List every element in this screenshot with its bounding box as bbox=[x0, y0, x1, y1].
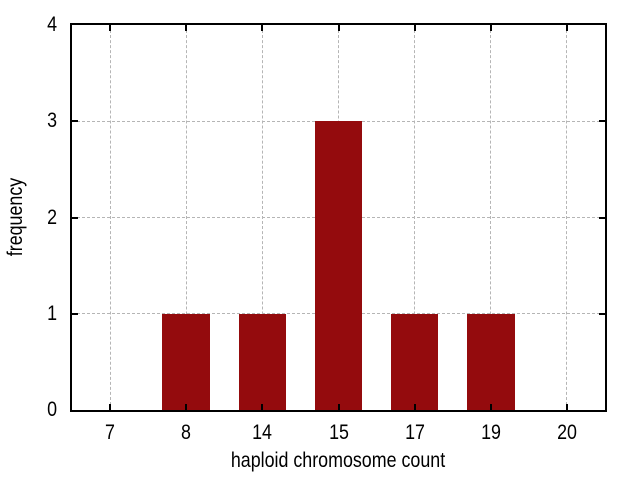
x-tick-label: 19 bbox=[480, 421, 501, 444]
y-tick-mark bbox=[599, 312, 605, 315]
x-tick-mark bbox=[261, 404, 264, 410]
y-tick-mark bbox=[72, 120, 78, 123]
bar bbox=[162, 313, 210, 410]
bar bbox=[314, 121, 363, 410]
y-tick-label: 1 bbox=[47, 301, 57, 325]
bar bbox=[238, 313, 287, 410]
bars-layer bbox=[72, 25, 605, 410]
x-tick-mark bbox=[413, 404, 416, 410]
x-tick-mark bbox=[337, 25, 340, 31]
x-tick-mark bbox=[337, 404, 340, 410]
y-tick-mark bbox=[599, 120, 605, 123]
x-tick-mark bbox=[185, 404, 188, 410]
x-tick-label: 8 bbox=[181, 421, 192, 444]
x-tick-mark bbox=[261, 25, 264, 31]
y-tick-mark bbox=[72, 216, 78, 219]
x-tick-label: 17 bbox=[404, 421, 425, 444]
x-tick-mark bbox=[185, 25, 188, 31]
x-tick-mark bbox=[565, 25, 568, 31]
x-tick-mark bbox=[109, 404, 112, 410]
y-axis-label: frequency bbox=[4, 177, 27, 257]
x-tick-mark bbox=[489, 25, 492, 31]
x-tick-label: 15 bbox=[328, 421, 349, 444]
x-axis-label: haploid chromosome count bbox=[230, 449, 446, 472]
x-tick-mark bbox=[489, 404, 492, 410]
plot-area bbox=[70, 23, 607, 412]
axis-ticks-layer bbox=[72, 25, 605, 410]
y-tick-label: 0 bbox=[47, 398, 57, 421]
bar bbox=[466, 313, 515, 410]
x-tick-label: 14 bbox=[252, 421, 273, 444]
bar bbox=[390, 313, 439, 410]
y-tick-label: 3 bbox=[47, 109, 57, 133]
x-tick-label: 20 bbox=[556, 421, 577, 444]
y-tick-label: 4 bbox=[47, 13, 57, 36]
y-tick-label: 2 bbox=[47, 205, 57, 229]
x-tick-mark bbox=[565, 404, 568, 410]
x-tick-mark bbox=[109, 25, 112, 31]
y-tick-mark bbox=[599, 216, 605, 219]
x-tick-mark bbox=[413, 25, 416, 31]
x-tick-label: 7 bbox=[105, 421, 116, 444]
y-tick-mark bbox=[72, 312, 78, 315]
